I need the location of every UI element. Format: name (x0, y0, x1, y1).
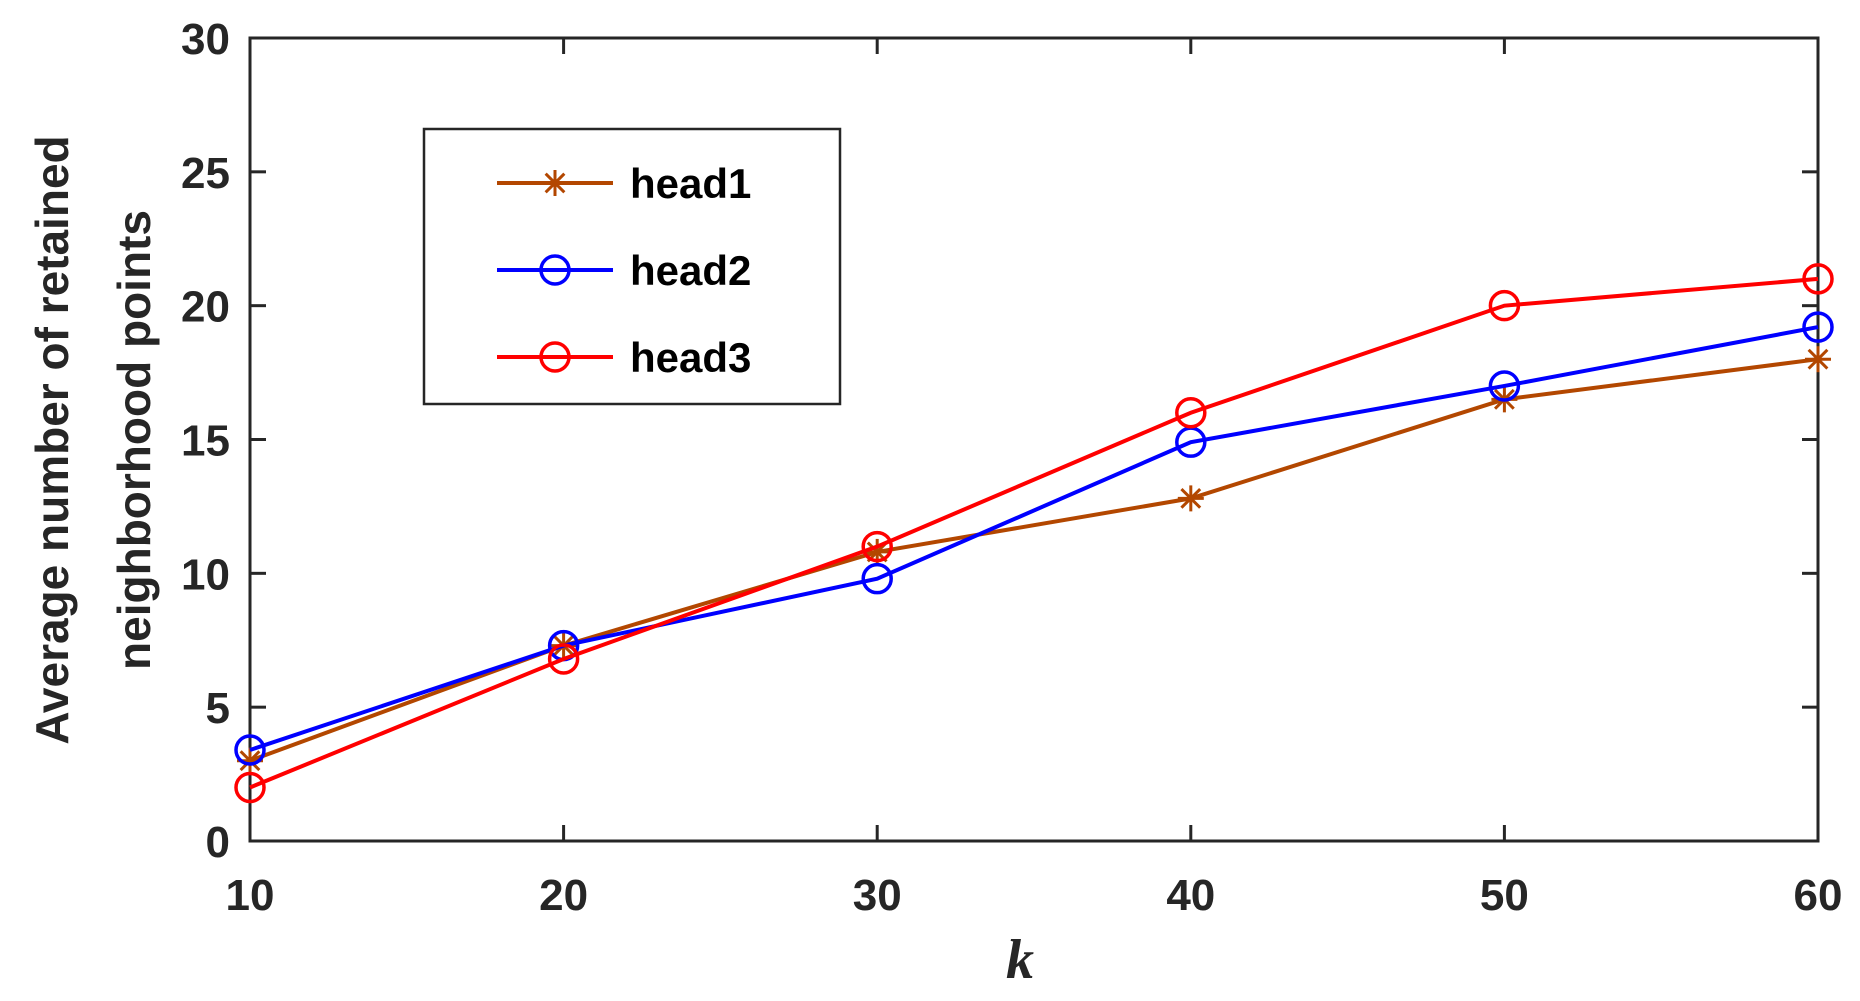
x-tick-label: 10 (226, 871, 275, 920)
legend-marker (539, 341, 571, 373)
legend-marker (539, 254, 571, 286)
legend-item-head1: head1 (497, 160, 751, 207)
legend-label: head3 (630, 334, 751, 381)
legend-item-head2: head2 (497, 247, 751, 294)
y-tick-label: 25 (181, 149, 230, 198)
x-tick-label: 20 (539, 871, 588, 920)
y-tick-label: 15 (181, 417, 230, 466)
series-head3 (234, 263, 1834, 804)
y-axis-label: Average number of retained neighborhood … (26, 135, 160, 744)
x-axis-label: k (1006, 929, 1034, 991)
data-point-head3 (1802, 263, 1834, 295)
legend-item-head3: head3 (497, 334, 751, 381)
series-head2 (234, 311, 1834, 766)
x-tick-label: 30 (853, 871, 902, 920)
series-line-head2 (249, 325, 1819, 752)
axis-ticks: 10 20 30 40 50 60 0 5 10 15 20 25 30 (181, 15, 1842, 920)
legend-box (422, 127, 842, 406)
data-point-head3 (547, 643, 580, 675)
y-tick-label: 20 (181, 283, 230, 332)
y-axis-label-line-2: neighborhood points (108, 210, 160, 670)
data-point-head3 (1488, 289, 1521, 322)
data-point-head2 (1488, 370, 1521, 402)
legend-label: head1 (630, 160, 751, 207)
y-tick-label: 0 (206, 818, 230, 867)
data-point-head1 (1805, 346, 1831, 373)
x-tick-label: 50 (1480, 871, 1529, 920)
data-point-head1 (1177, 485, 1204, 512)
y-axis-label-line-1: Average number of retained (26, 135, 78, 744)
data-point-head3 (1175, 396, 1207, 429)
data-point-head3 (234, 771, 266, 804)
series-line-head3 (249, 276, 1819, 790)
data-point-head2 (1802, 311, 1834, 343)
series-layer (234, 263, 1834, 804)
data-point-head3 (861, 530, 893, 563)
y-tick-label: 30 (181, 15, 230, 64)
y-tick-label: 10 (181, 550, 230, 599)
data-point-head2 (234, 734, 266, 766)
data-point-head2 (861, 562, 893, 595)
legend-marker (542, 170, 568, 196)
y-tick-label: 5 (206, 684, 230, 733)
x-tick-label: 40 (1166, 871, 1215, 920)
legend: head1 head2 head3 (422, 127, 842, 406)
legend-label: head2 (630, 247, 751, 294)
x-tick-label: 60 (1794, 871, 1843, 920)
